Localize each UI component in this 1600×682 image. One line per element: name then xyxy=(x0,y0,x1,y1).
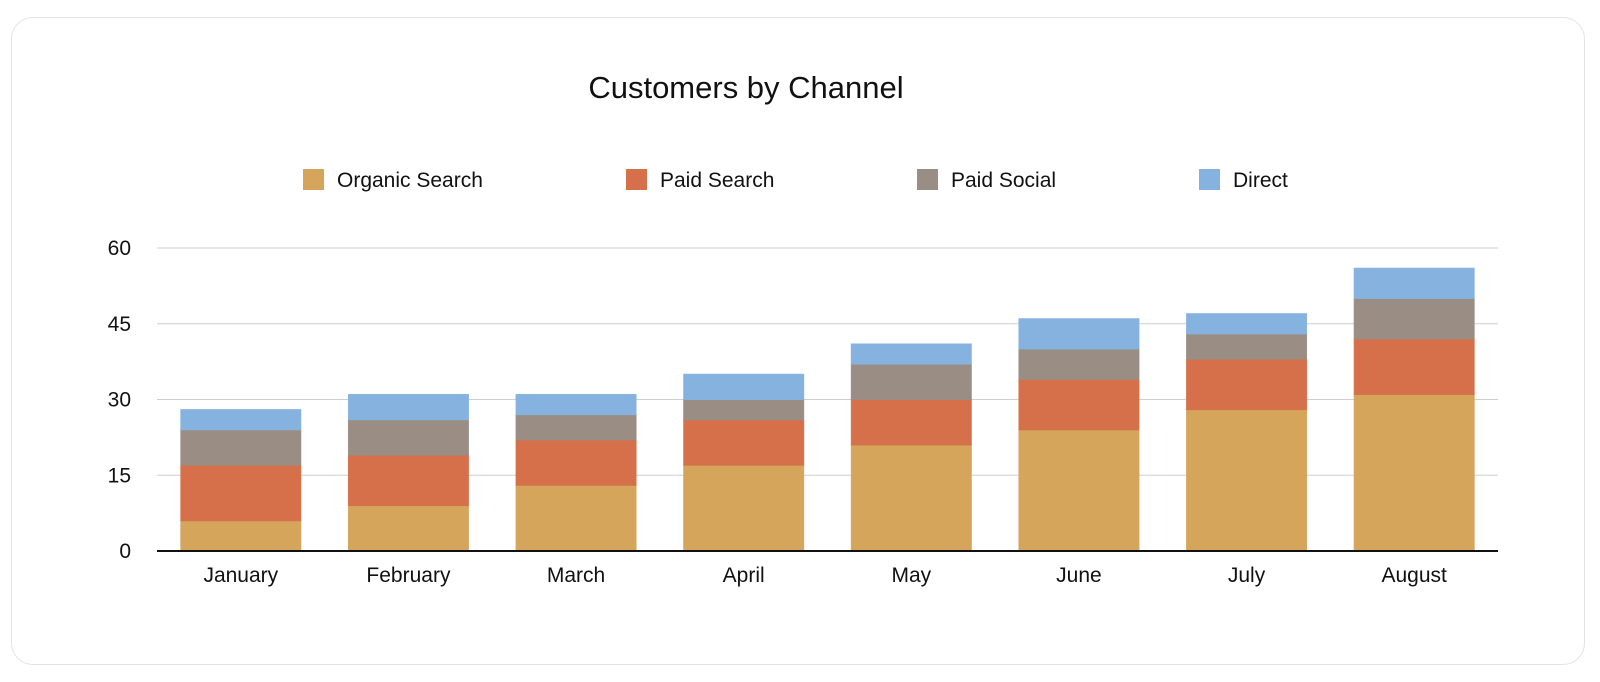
bar-organic-search-may xyxy=(850,444,972,552)
x-tick-label-february: February xyxy=(366,564,451,587)
y-tick-label: 15 xyxy=(108,464,131,487)
bar-paid-social-february xyxy=(347,419,469,456)
bar-organic-search-july xyxy=(1186,409,1308,552)
chart-title: Customers by Channel xyxy=(588,70,903,105)
bar-paid-social-july xyxy=(1186,333,1308,360)
legend-label-direct: Direct xyxy=(1233,169,1288,192)
x-tick-label-june: June xyxy=(1056,564,1102,587)
bar-direct-january xyxy=(180,409,302,431)
bar-organic-search-june xyxy=(1018,429,1140,552)
bar-organic-search-march xyxy=(515,484,637,552)
bar-paid-social-january xyxy=(180,429,302,466)
x-tick-label-march: March xyxy=(547,564,605,587)
bar-paid-social-april xyxy=(683,399,805,421)
bar-direct-june xyxy=(1018,318,1140,350)
y-tick-label: 60 xyxy=(108,237,131,260)
legend-label-paid-search: Paid Search xyxy=(660,169,774,192)
bar-paid-search-january xyxy=(180,464,302,522)
bar-direct-april xyxy=(683,373,805,400)
bar-direct-may xyxy=(850,343,972,365)
chart-card xyxy=(11,17,1585,665)
bars: January February March April May June July Augu… xyxy=(180,267,1475,587)
bar-paid-search-june xyxy=(1018,378,1140,431)
legend: Organic Search Paid Search Paid Social Dire… xyxy=(303,169,1288,192)
bar-direct-august xyxy=(1353,267,1475,300)
y-tick-label: 30 xyxy=(108,389,131,412)
bar-organic-search-january xyxy=(180,520,302,552)
bar-paid-search-february xyxy=(347,454,469,507)
bar-direct-july xyxy=(1186,313,1308,335)
bar-organic-search-april xyxy=(683,464,805,552)
bar-organic-search-august xyxy=(1353,393,1475,552)
x-tick-label-july: July xyxy=(1228,564,1266,587)
bar-paid-search-july xyxy=(1186,358,1308,411)
bar-paid-social-may xyxy=(850,363,972,400)
legend-swatch-organic-search xyxy=(303,169,324,190)
x-tick-label-january: January xyxy=(203,564,278,587)
x-tick-label-april: April xyxy=(723,564,765,587)
y-tick-label: 45 xyxy=(108,313,131,336)
y-tick-label: 0 xyxy=(119,540,131,563)
bar-organic-search-february xyxy=(347,505,469,552)
bar-paid-search-may xyxy=(850,399,972,446)
bar-paid-search-march xyxy=(515,439,637,486)
legend-swatch-paid-search xyxy=(626,169,647,190)
bar-paid-search-april xyxy=(683,419,805,466)
bar-direct-february xyxy=(347,393,469,421)
legend-label-organic-search: Organic Search xyxy=(337,169,483,192)
x-tick-label-august: August xyxy=(1381,564,1447,587)
legend-label-paid-social: Paid Social xyxy=(951,169,1056,192)
legend-swatch-direct xyxy=(1199,169,1220,190)
bar-paid-search-august xyxy=(1353,338,1475,395)
legend-swatch-paid-social xyxy=(917,169,938,190)
x-tick-label-may: May xyxy=(891,564,931,587)
bar-paid-social-june xyxy=(1018,348,1140,380)
bar-paid-social-august xyxy=(1353,298,1475,340)
bar-direct-march xyxy=(515,393,637,416)
bar-paid-social-march xyxy=(515,414,637,441)
